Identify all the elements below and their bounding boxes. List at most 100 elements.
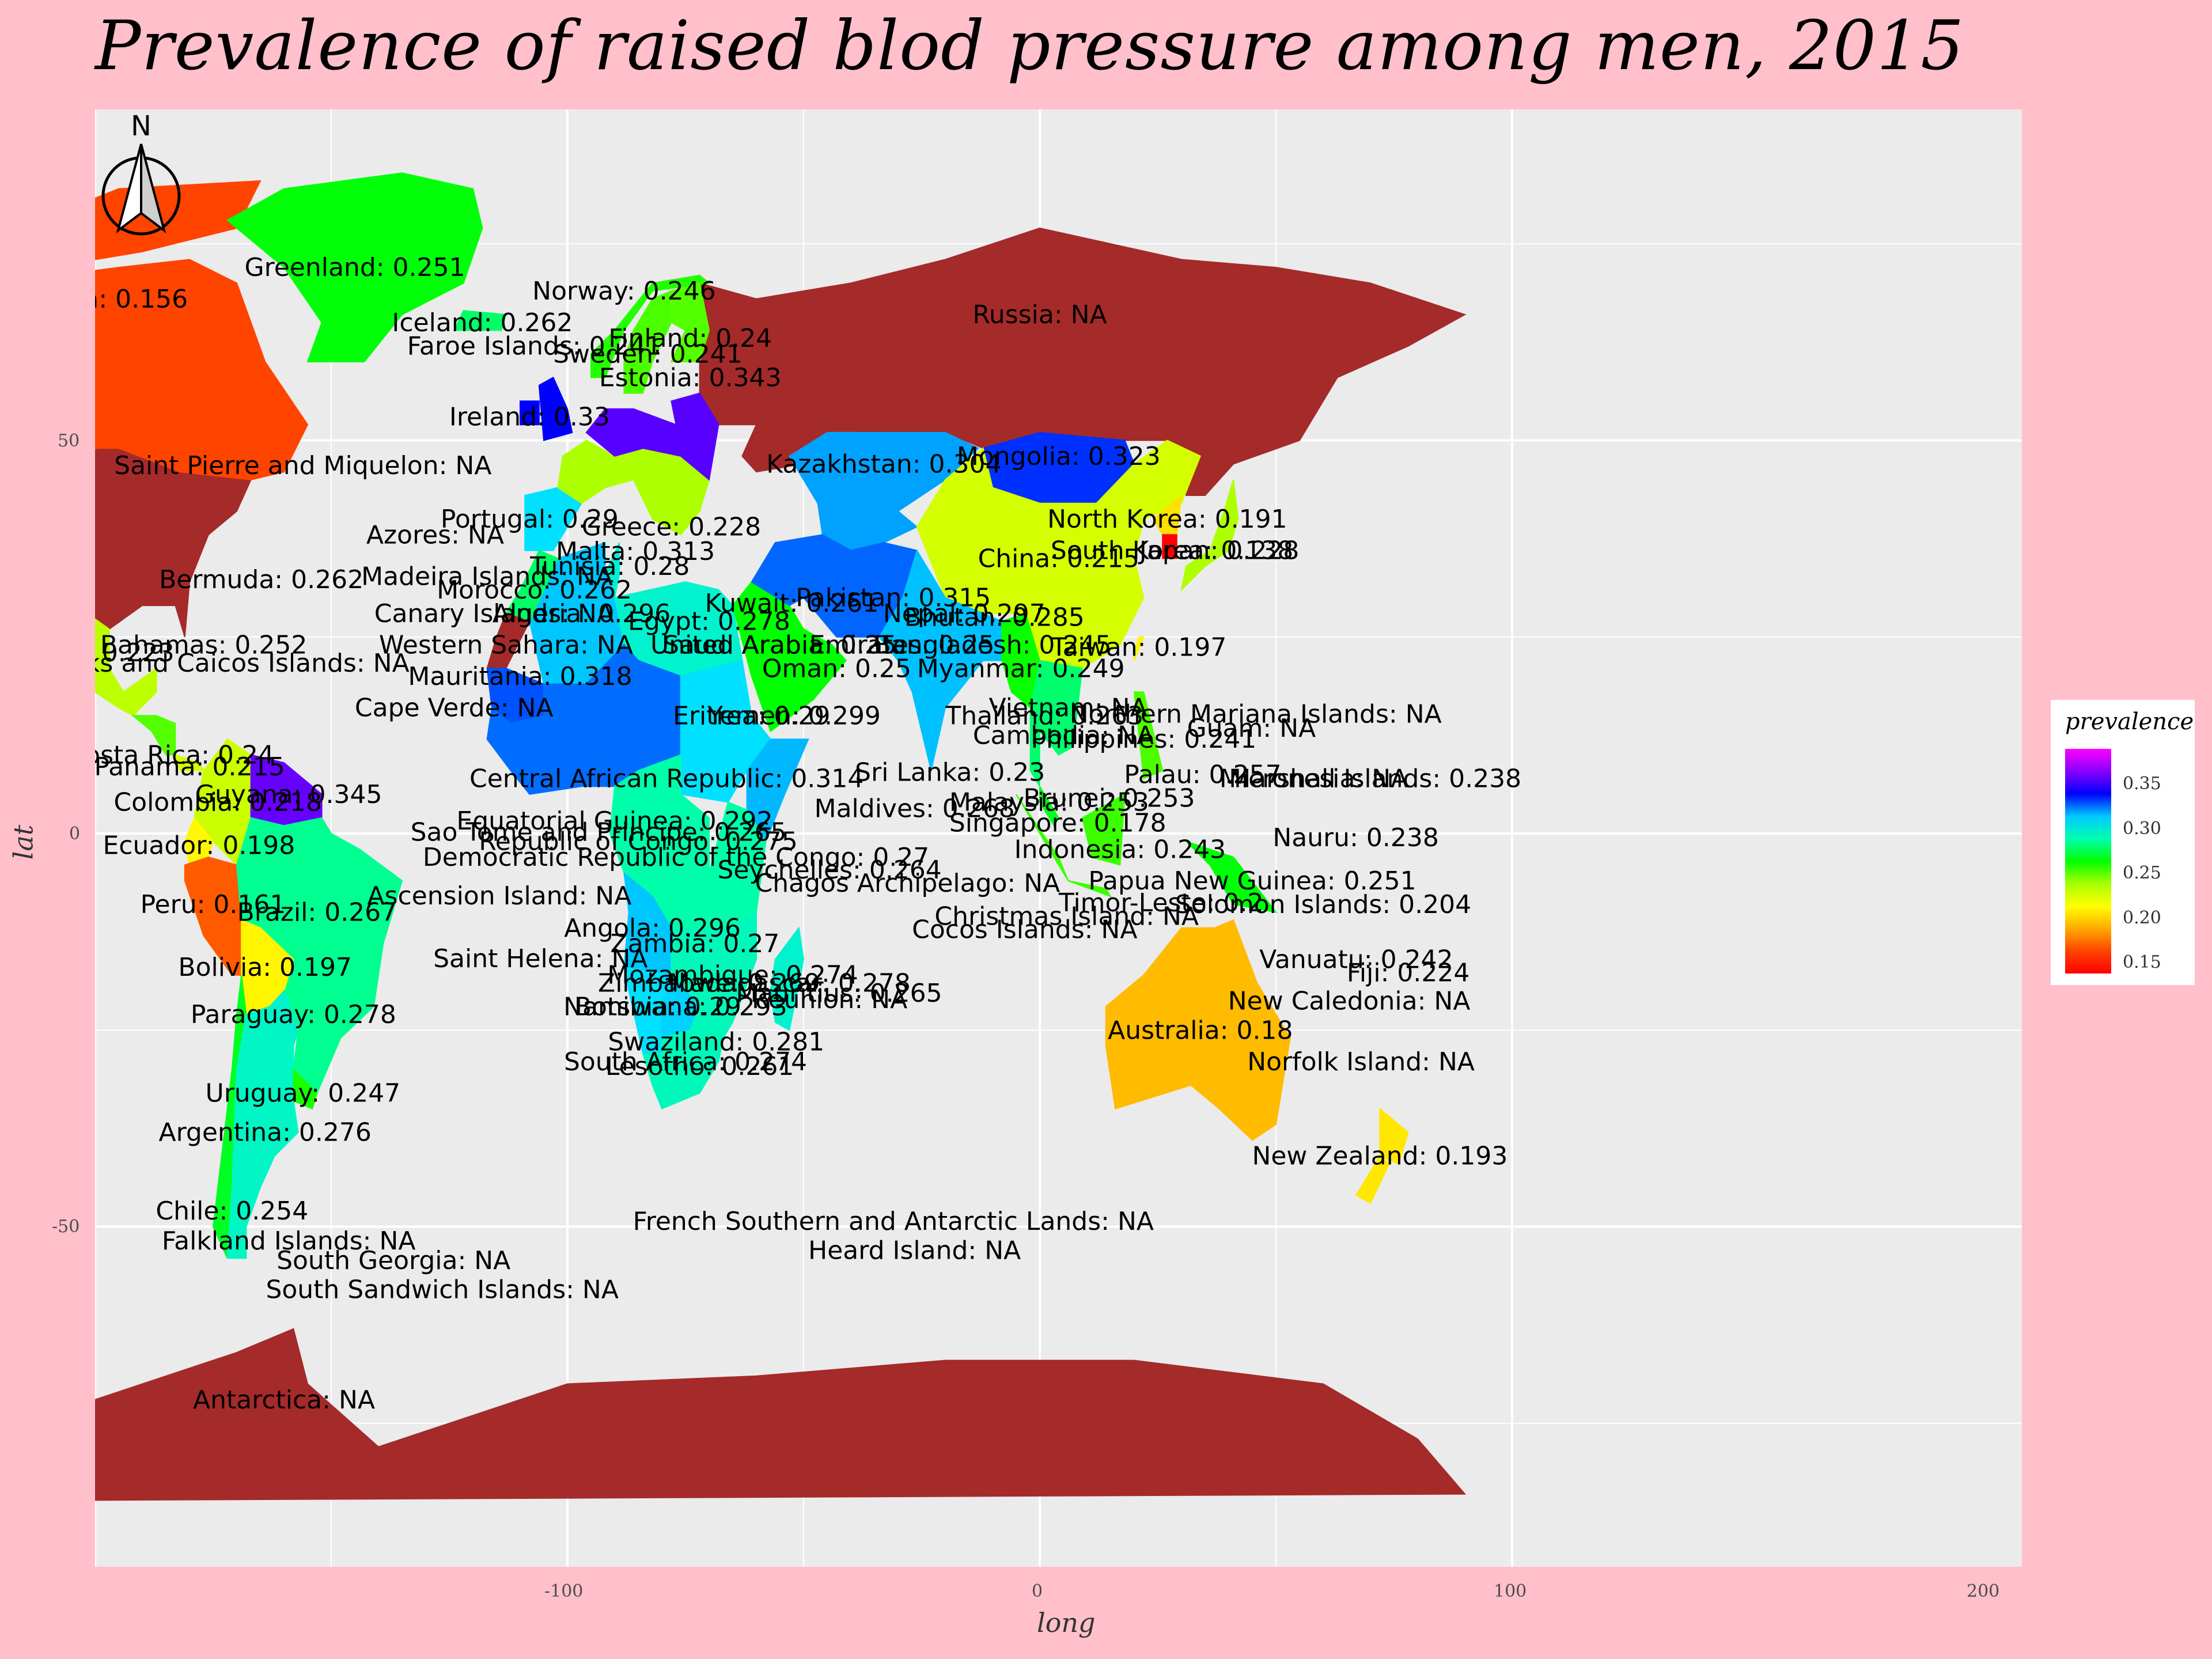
country-shape-greenland <box>226 172 483 362</box>
country-label: Saint Helena: NA <box>433 944 647 974</box>
country-shape-thailand <box>1029 660 1083 789</box>
country-label: Nauru: 0.238 <box>1272 823 1439 853</box>
country-shape-central-african-republic <box>486 643 681 795</box>
country-label: South Georgia: NA <box>276 1246 510 1275</box>
country-label: Mozambique: 0.274 <box>607 961 858 990</box>
country-label: Japan: 0.228 <box>1138 536 1300 566</box>
map-title: Prevalence of raised blod pressure among… <box>95 6 1965 85</box>
country-shapes <box>95 172 1467 1501</box>
legend-title: prevalence <box>2065 709 2194 735</box>
country-label: Sweden: 0.241 <box>553 339 743 369</box>
country-shape-argentina <box>226 1006 299 1259</box>
country-label: Kazakhstan: 0.304 <box>766 449 1001 479</box>
country-label: Swaziland: 0.281 <box>608 1028 824 1057</box>
country-label: Cambodia: NA <box>973 721 1154 750</box>
country-label: Pakistan: 0.315 <box>796 584 991 613</box>
country-label: Botswana: 0.293 <box>574 992 787 1021</box>
x-tick-label: -100 <box>544 1581 584 1601</box>
country-label: Mexico: 0.223 <box>95 638 175 668</box>
country-label: Guyana: 0.345 <box>195 780 382 809</box>
country-label: Russia: NA <box>972 300 1107 329</box>
country-label: Egypt: 0.278 <box>628 607 790 637</box>
country-label: Saint Pierre and Miquelon: NA <box>114 451 491 480</box>
country-shape-russia <box>699 227 1467 496</box>
country-label: Estonia: 0.343 <box>599 363 782 392</box>
country-label: Norway: 0.246 <box>532 276 715 306</box>
country-label: Cocos Islands: NA <box>912 915 1137 945</box>
map-panel: Greenland: 0.251Canada: 0.156USA: NAIcel… <box>95 109 2022 1567</box>
country-label: Eritrea: 0.29 <box>673 701 830 730</box>
country-label: Equatorial Guinea: 0.292 <box>456 806 772 836</box>
country-label: Nepal: 0.297 <box>883 599 1046 628</box>
country-label: Sao Tome and Principe: 0.265 <box>411 817 787 847</box>
country-label: Portugal: 0.29 <box>441 505 619 534</box>
y-tick-label: -50 <box>52 1217 80 1237</box>
country-label: Fiji: 0.224 <box>1347 959 1470 988</box>
legend-tick: 0.35 <box>2123 774 2161 794</box>
country-label: Iceland: 0.262 <box>392 308 573 338</box>
country-label: Paraguay: 0.278 <box>191 1000 396 1029</box>
country-label: Oman: 0.25 <box>762 654 911 683</box>
country-label: Malta: 0.313 <box>556 537 715 566</box>
y-axis-title: lat <box>7 824 39 860</box>
country-label: Peru: 0.161 <box>141 890 286 919</box>
country-label: North Korea: 0.191 <box>1047 505 1287 534</box>
country-label: Madeira Islands: NA <box>361 562 613 592</box>
country-label: Uruguay: 0.247 <box>206 1079 401 1108</box>
country-label: South Sandwich Islands: NA <box>266 1275 619 1305</box>
country-shape-finland <box>670 282 710 362</box>
y-tick-label: 0 <box>69 824 81 844</box>
country-shape-south-korea <box>1162 534 1177 559</box>
map-canvas: Greenland: 0.251Canada: 0.156USA: NAIcel… <box>95 109 2022 1567</box>
x-tick-label: 0 <box>1032 1581 1043 1601</box>
country-shape-south-africa <box>642 1005 724 1110</box>
country-label: Canary Islands: NA <box>374 599 614 628</box>
country-label: Zimbabwe: 0.269 <box>598 968 820 998</box>
country-label: Falkland Islands: NA <box>162 1226 416 1256</box>
country-label: Saudi Arabia: 0.25 <box>663 630 897 660</box>
country-shape-estonia <box>585 408 719 481</box>
country-label: Turks and Caicos Islands: NA <box>95 649 410 678</box>
country-label: Antarctica: NA <box>193 1385 375 1415</box>
country-label: Cape Verde: NA <box>355 694 554 723</box>
country-label: Bhutan: 0.285 <box>904 603 1085 632</box>
country-label: Mauritania: 0.318 <box>408 662 632 691</box>
country-label: Democratic Republic of the Congo: 0.27 <box>423 843 929 872</box>
country-label: Western Sahara: NA <box>379 630 633 660</box>
country-label: Chagos Archipelago: NA <box>755 869 1060 898</box>
country-shape-ireland <box>538 376 573 441</box>
country-label: South Africa: 0.274 <box>564 1047 807 1077</box>
country-label: Angola: 0.296 <box>564 914 741 943</box>
country-label: Bangladesh: 0.245 <box>874 630 1112 660</box>
country-shape-malaysia <box>1039 784 1059 827</box>
country-label: Norfolk Island: NA <box>1247 1047 1475 1077</box>
country-shape-japan <box>1180 479 1239 592</box>
country-label: Singapore: 0.178 <box>949 809 1166 838</box>
country-label: Maldives: 0.268 <box>815 794 1015 823</box>
country-shape-new-zealand <box>1355 1155 1391 1204</box>
country-label: Madagascar: 0.278 <box>668 968 911 998</box>
x-tick-label: 100 <box>1494 1581 1527 1601</box>
country-shape-mexico <box>95 618 157 717</box>
country-label: Chile: 0.254 <box>156 1196 308 1226</box>
country-label: Brunei: 0.253 <box>1023 784 1195 813</box>
country-label: Reunion: NA <box>752 985 907 1014</box>
country-label: Algeria: 0.296 <box>493 599 671 628</box>
country-label: Malaysia: 0.253 <box>949 787 1149 817</box>
north-arrow-icon: N <box>101 110 181 236</box>
x-tick-label: 200 <box>1967 1581 2000 1601</box>
country-label: Panama: 0.215 <box>95 752 285 782</box>
country-label: Republic of Congo: 0.275 <box>479 827 798 857</box>
legend-tick: 0.25 <box>2123 863 2161 883</box>
country-label: Morocco: 0.262 <box>437 575 632 605</box>
country-label: Papua New Guinea: 0.251 <box>1088 866 1416 896</box>
country-label: Faroe Islands: 0.241 <box>407 332 662 361</box>
country-label: Canada: 0.156 <box>95 285 188 314</box>
country-label: Tunisia: 0.28 <box>529 552 690 581</box>
country-labels: Greenland: 0.251Canada: 0.156USA: NAIcel… <box>95 253 1521 1415</box>
country-label: Brazil: 0.267 <box>237 898 397 927</box>
country-shape-antarctica <box>95 1328 1467 1501</box>
country-label: Christmas Island: NA <box>934 902 1199 931</box>
country-label: Palau: 0.257 <box>1124 760 1281 790</box>
country-label: United Arab Emirates: 0.25 <box>650 630 995 660</box>
